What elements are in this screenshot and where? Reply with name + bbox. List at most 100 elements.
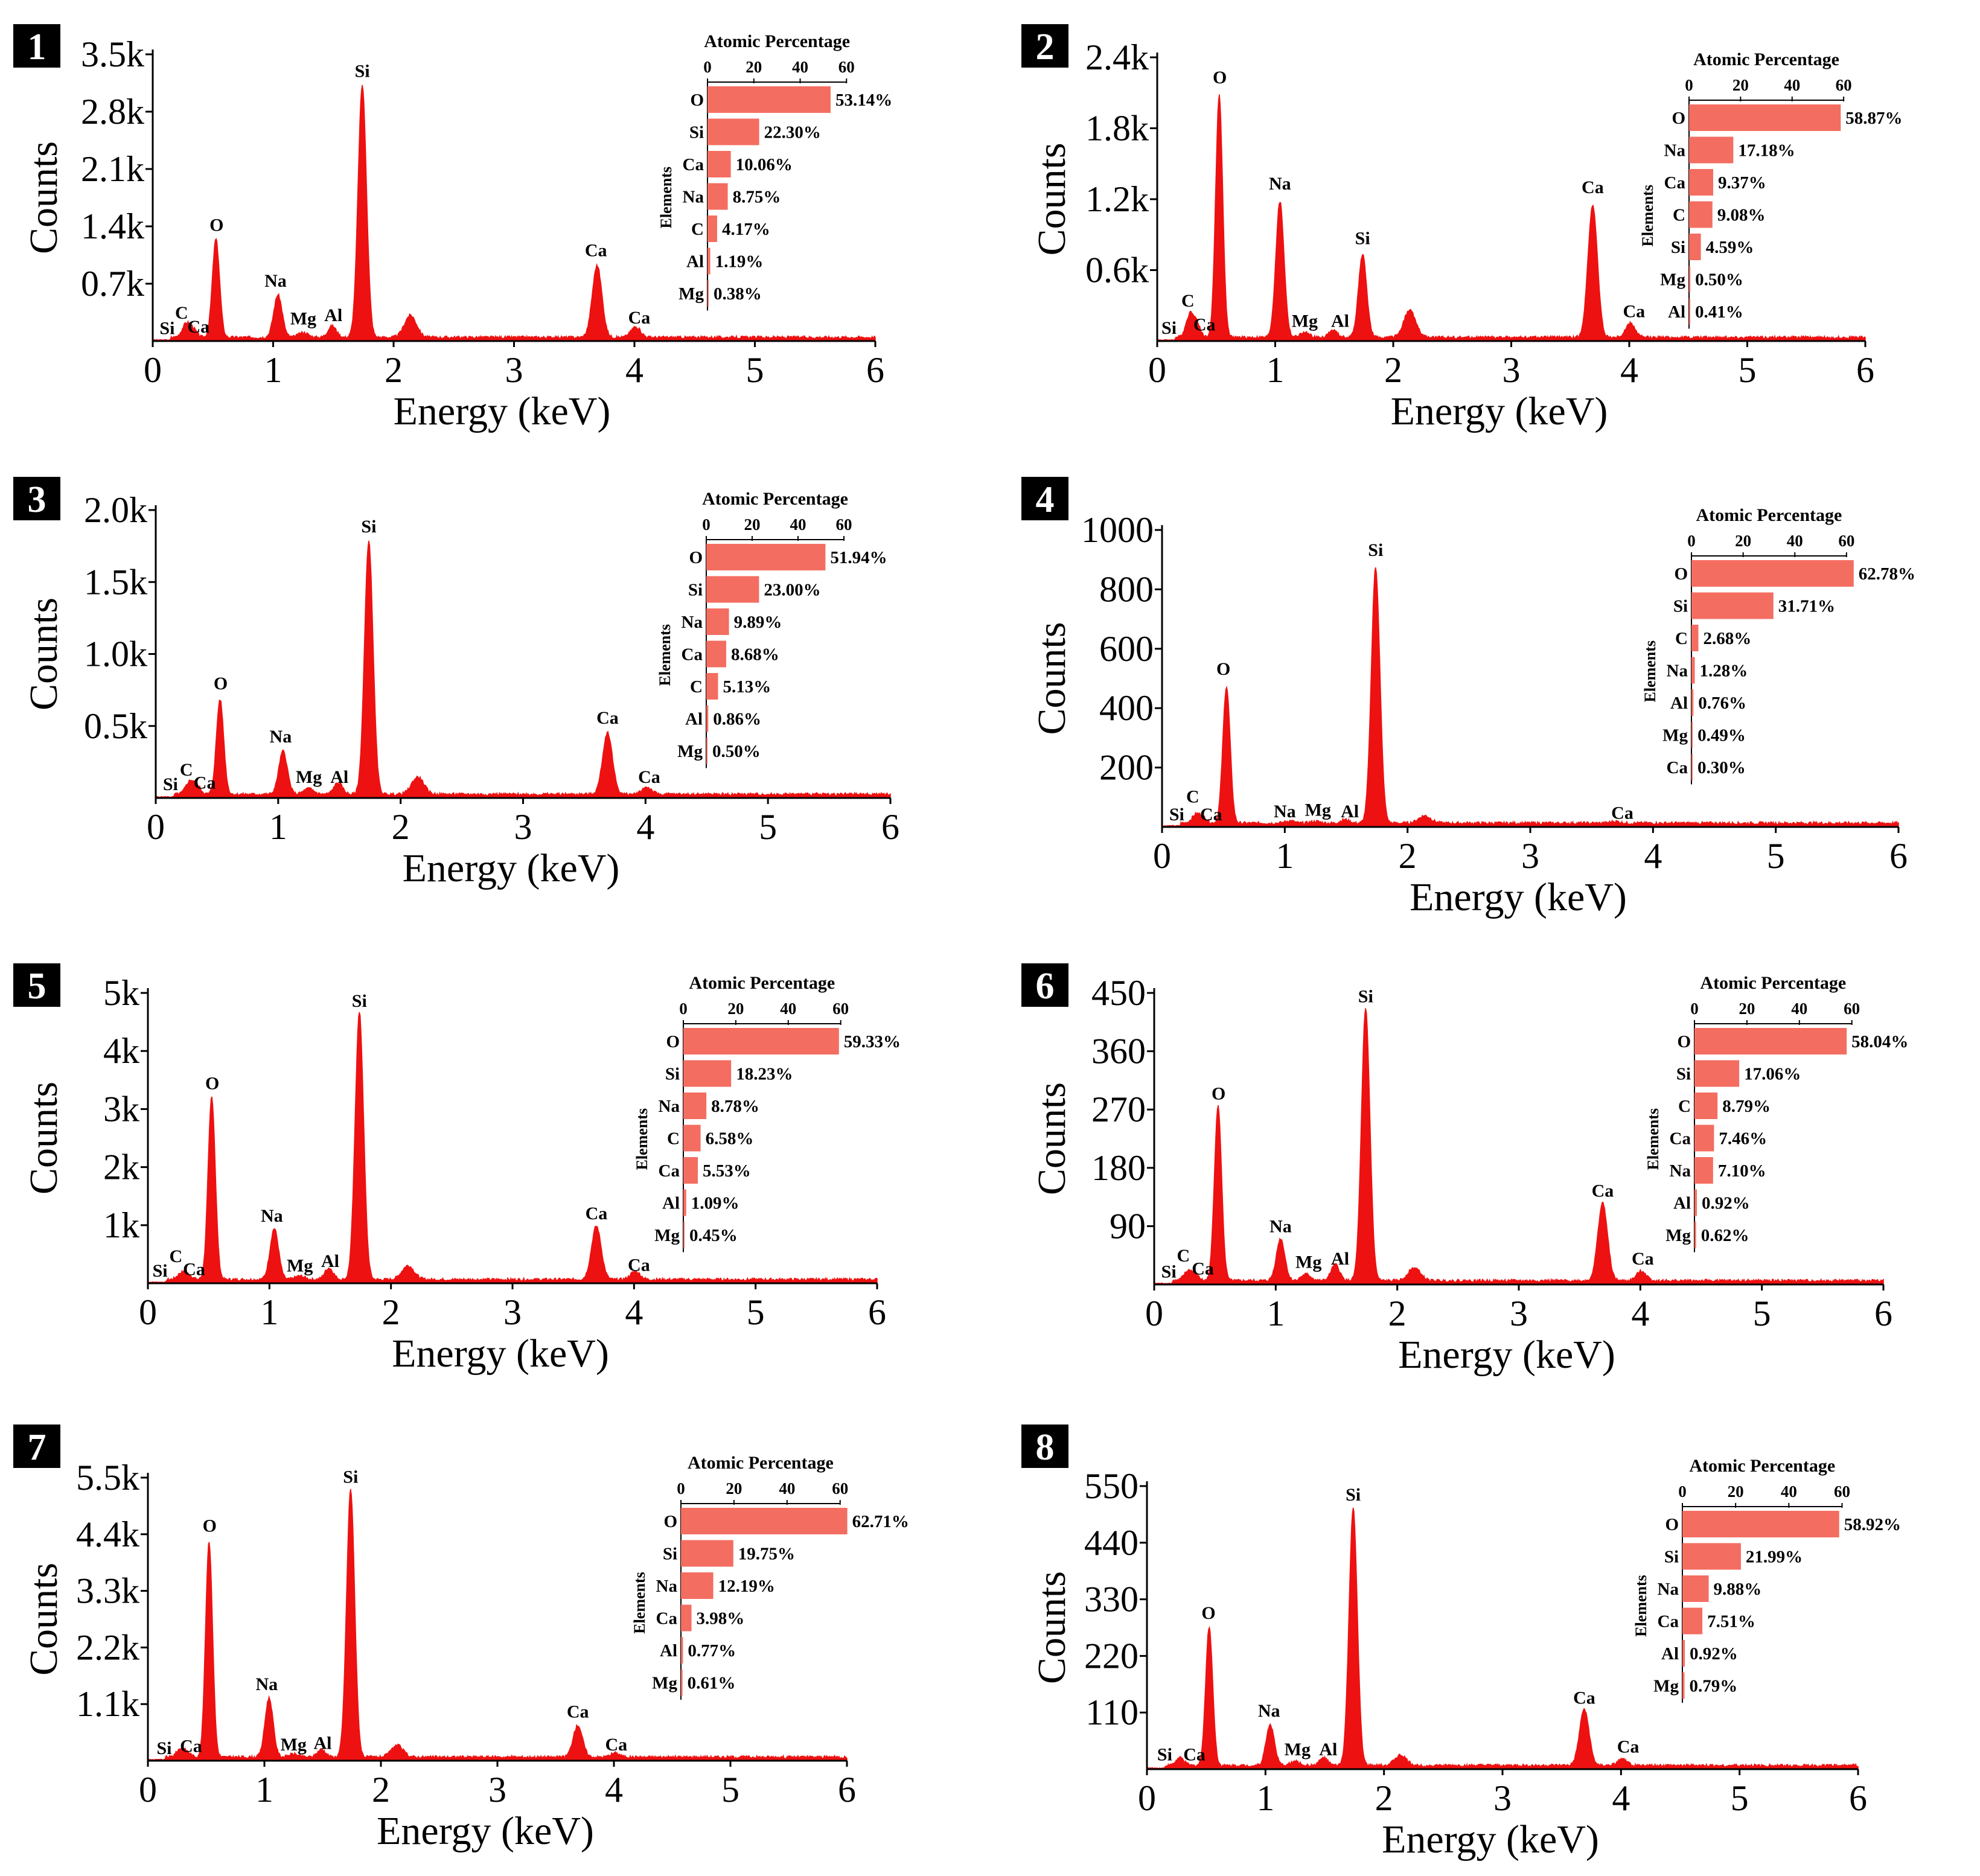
y-tick-label: 180 [1091,1148,1146,1188]
panel-number: 7 [28,1427,46,1468]
bar-value-label: 9.08% [1717,206,1766,225]
bar-category-label: Mg [654,1226,680,1245]
bar-category-label: Mg [677,742,703,761]
y-tick-label: 1k [103,1205,139,1245]
bar-category-label: O [1677,1032,1691,1051]
y-tick-label: 0.7k [81,264,144,304]
peak-label: Al [330,767,348,787]
peak-label: O [203,1516,217,1536]
bar-value-label: 7.10% [1718,1161,1766,1181]
peak-label: Ca [1573,1688,1595,1708]
peak-label: Si [1157,1744,1172,1764]
panel-number: 4 [1036,479,1055,520]
bar-al [707,247,711,275]
x-tick-label: 0 [144,350,162,390]
bar-category-label: O [690,91,704,110]
peak-label: Ca [1200,805,1222,825]
bar-category-label: Ca [1667,758,1688,777]
bar-y-axis-title: Elements [631,1572,648,1634]
x-tick-label: 3 [1493,1778,1512,1818]
bar-value-label: 59.33% [844,1032,901,1051]
bar-value-label: 31.71% [1778,597,1835,616]
bar-na [707,183,728,210]
spectrum-line [147,1012,878,1284]
x-tick-label: 1 [1276,836,1294,876]
bar-value-label: 19.75% [738,1545,795,1564]
bar-category-label: Mg [1660,270,1685,290]
x-tick-label: 6 [881,807,899,847]
bar-si [1694,1060,1740,1087]
bar-x-tick-label: 40 [1787,532,1803,550]
bar-value-label: 17.06% [1744,1065,1801,1084]
bar-si [707,118,759,145]
panel-badge [13,1425,60,1468]
x-tick-label: 2 [382,1292,400,1332]
x-tick-label: 1 [1256,1778,1274,1818]
bar-value-label: 8.79% [1722,1097,1771,1116]
bar-category-label: C [691,220,704,239]
x-tick-label: 5 [1753,1294,1771,1333]
bar-category-label: O [1672,109,1685,128]
bar-value-label: 0.45% [689,1226,738,1245]
bar-c [706,673,718,700]
bar-na [683,1093,707,1119]
x-tick-label: 2 [385,350,403,390]
peak-label: C [1181,291,1195,311]
bar-chart-title: Atomic Percentage [1700,973,1846,993]
bar-category-label: O [663,1512,677,1531]
peak-label: Mg [296,767,322,787]
bar-category-label: Mg [1662,726,1688,745]
panel-badge [1021,1425,1068,1468]
x-tick-label: 5 [1767,836,1785,876]
bar-category-label: Na [1664,141,1686,161]
bar-y-axis-title: Elements [657,167,675,229]
x-tick-label: 4 [1612,1778,1630,1818]
bar-mg [706,738,707,764]
bar-category-label: C [690,677,703,697]
panel-7: 7 0 1 2 3 4 5 6 1.1k 2.2k 3.3k 4.4k 5.5k Energy (keV)… [13,1425,909,1853]
bar-al [683,1189,686,1216]
peak-label: Ca [596,708,619,728]
y-tick-label: 200 [1099,748,1154,788]
bar-category-label: Si [1664,1548,1679,1567]
x-tick-label: 2 [1375,1778,1393,1818]
bar-category-label: Na [1658,1580,1679,1599]
bar-category-label: Na [659,1097,680,1116]
peak-label: Mg [287,1256,313,1276]
bar-category-label: Ca [1658,1612,1679,1632]
bar-x-tick-label: 0 [1687,532,1696,550]
bar-si [1691,592,1774,619]
peak-label: Ca [183,1259,205,1279]
x-tick-label: 5 [747,1292,765,1332]
peak-label: Ca [194,773,216,793]
bar-ca [706,640,726,668]
peak-label: O [205,1073,219,1093]
bar-si [1682,1543,1741,1570]
bar-value-label: 7.51% [1707,1612,1755,1632]
peak-label: Ca [187,317,209,337]
peak-label: Al [1319,1740,1337,1760]
bar-value-label: 4.17% [722,220,770,239]
peak-label: Ca [1592,1181,1614,1201]
bar-value-label: 62.78% [1859,564,1915,584]
peak-label: Na [256,1674,278,1694]
bar-value-label: 0.49% [1697,726,1746,745]
peak-label: Na [1274,802,1296,822]
panel-number: 1 [28,27,46,68]
bar-x-tick-label: 40 [780,1000,796,1018]
bar-x-tick-label: 0 [703,58,712,76]
bar-category-label: Ca [1664,173,1686,193]
peak-label: Ca [628,308,651,328]
x-tick-label: 4 [625,350,644,390]
y-tick-label: 1.0k [84,634,147,674]
bar-value-label: 0.92% [1702,1194,1750,1213]
bar-value-label: 17.18% [1738,141,1795,161]
x-axis-title: Energy (keV) [394,389,611,433]
bar-al [1682,1640,1685,1667]
bar-al [1691,689,1694,716]
bar-x-tick-label: 0 [1678,1482,1687,1501]
bar-value-label: 0.61% [688,1674,736,1693]
panel-badge [13,24,60,68]
spectrum-line [155,540,891,799]
